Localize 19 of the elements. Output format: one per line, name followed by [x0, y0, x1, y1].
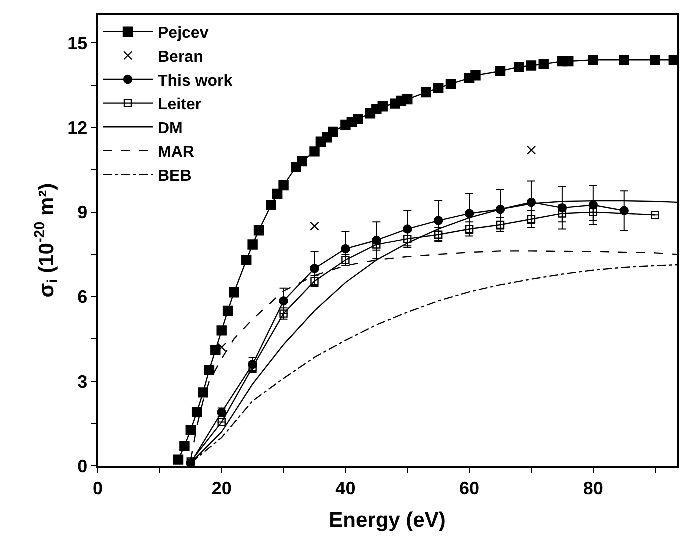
y-tick-label: 9: [78, 202, 88, 223]
legend-label: This work: [158, 72, 233, 90]
y-tick-label: 6: [78, 287, 88, 308]
x-tick-label: 60: [460, 478, 480, 498]
legend-label: DM: [158, 120, 183, 138]
legend-label: BEB: [158, 168, 192, 185]
legend-label: Beran: [158, 48, 204, 66]
x-axis-title: Energy (eV): [329, 509, 446, 532]
legend-label: Pejcev: [158, 25, 209, 42]
y-tick-label: 3: [78, 372, 88, 392]
x-tick-label: 40: [336, 478, 356, 498]
legend-label: MAR: [158, 144, 195, 162]
x-tick-label: 0: [92, 478, 104, 498]
legend-label: Leiter: [158, 96, 202, 114]
x-tick-label: 80: [583, 478, 604, 498]
y-tick-label: 0: [78, 456, 88, 476]
x-tick-label: 20: [212, 478, 232, 498]
y-tick-label: 12: [68, 118, 88, 138]
y-tick-label: 15: [68, 33, 88, 54]
